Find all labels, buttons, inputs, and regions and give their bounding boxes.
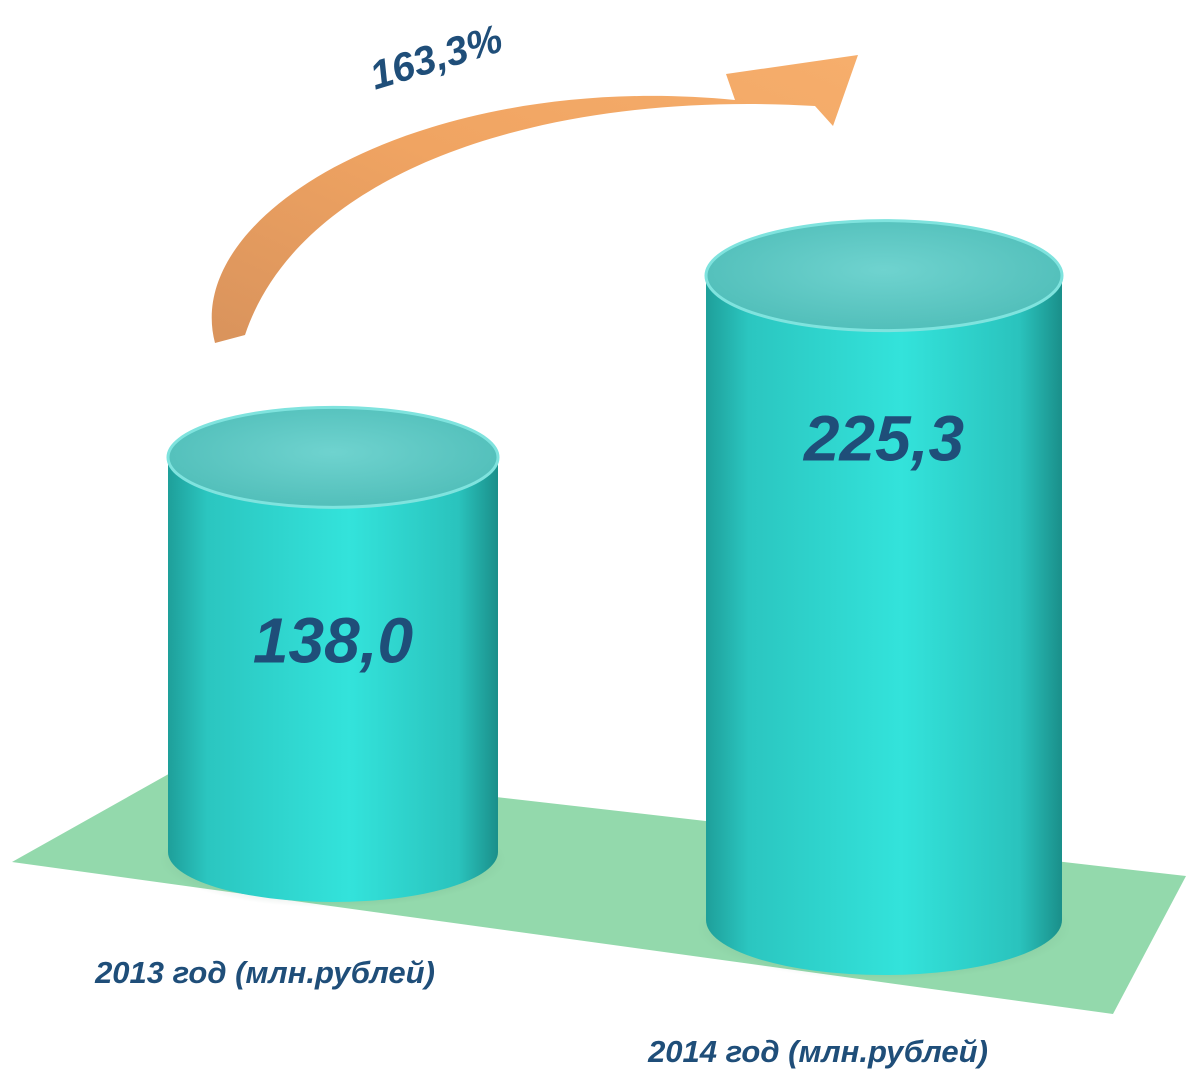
category-label-2013: 2013 год (млн.рублей) <box>94 955 435 990</box>
value-label-2: 225,3 <box>803 403 964 475</box>
bar-body <box>706 275 1062 976</box>
bar-top <box>704 219 1064 333</box>
bars-group: 138,0 225,3 <box>159 219 1071 981</box>
category-label-2014: 2014 год (млн.рублей) <box>647 1034 988 1069</box>
value-label-1: 138,0 <box>253 605 413 677</box>
bar-1: 138,0 <box>159 405 507 908</box>
bar-body <box>168 457 498 902</box>
bar-2: 225,3 <box>697 219 1071 981</box>
growth-label: 163,3% <box>365 17 508 99</box>
growth-arrow <box>211 55 859 343</box>
bar-top <box>166 405 500 509</box>
